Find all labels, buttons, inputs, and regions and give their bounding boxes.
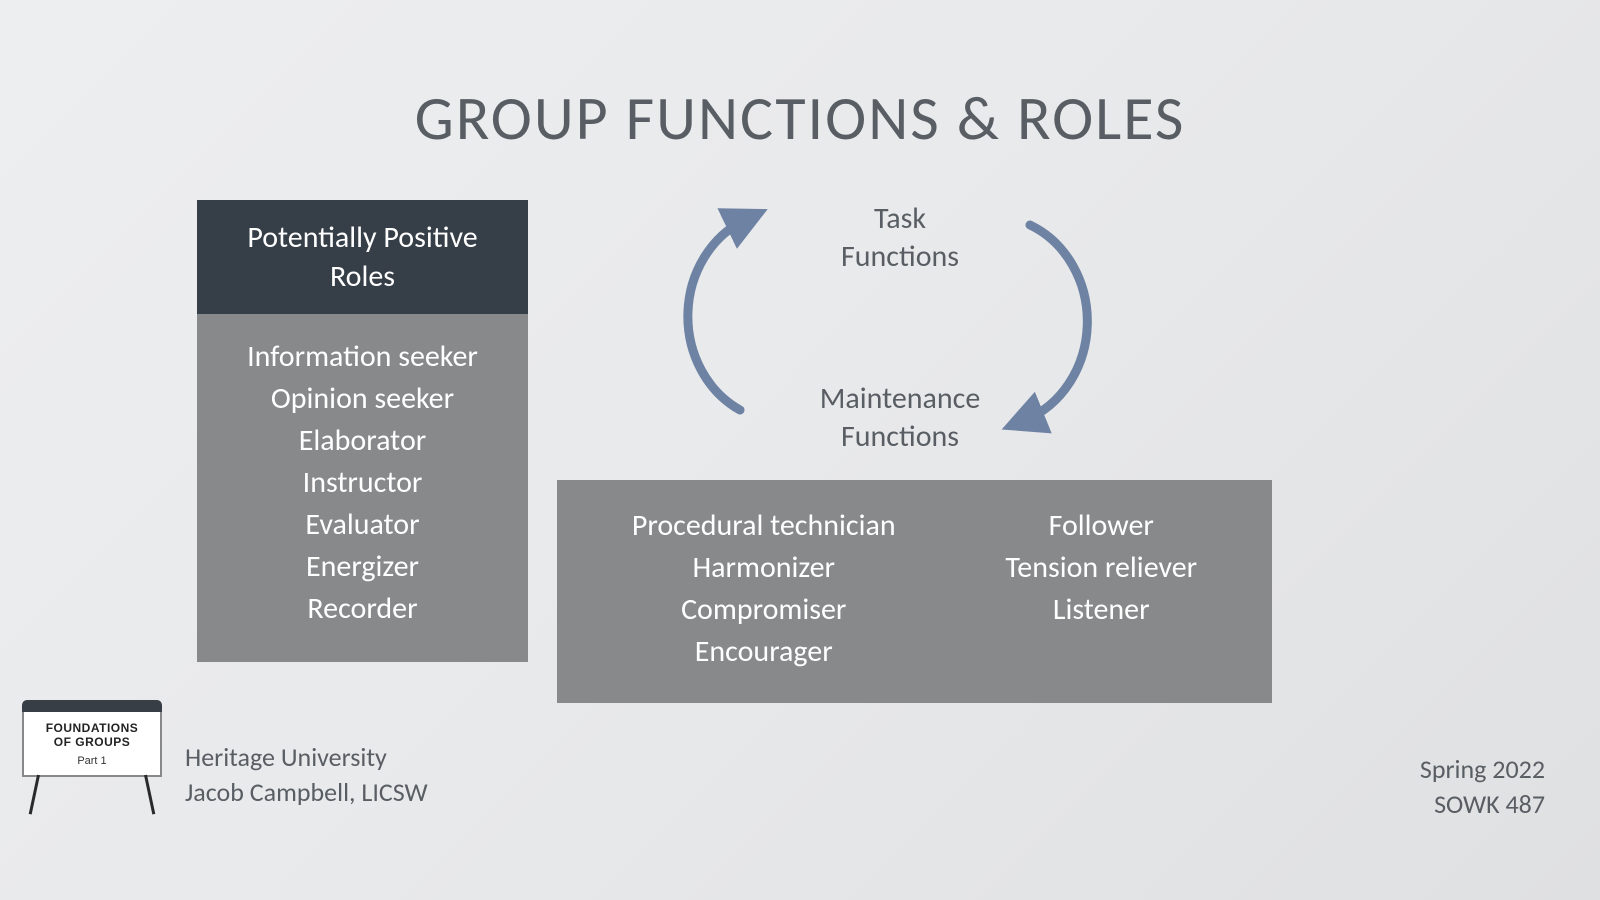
positive-roles-box: Potentially Positive Roles Information s… — [197, 200, 528, 662]
slide-title: GROUP FUNCTIONS & ROLES — [0, 80, 1600, 156]
task-functions-label: Task Functions — [790, 200, 1010, 275]
whiteboard-leg-left — [29, 774, 40, 814]
list-item: Tension reliever — [1005, 547, 1197, 589]
footer-right: Spring 2022 SOWK 487 — [1420, 752, 1545, 822]
functions-col-1: Procedural technician Harmonizer Comprom… — [632, 505, 896, 673]
whiteboard-title-line2: OF GROUPS — [54, 735, 131, 749]
list-item: Encourager — [632, 631, 896, 673]
whiteboard-title: FOUNDATIONS OF GROUPS — [28, 722, 156, 750]
footer-course: SOWK 487 — [1434, 788, 1545, 820]
positive-roles-header: Potentially Positive Roles — [197, 200, 528, 314]
list-item: Procedural technician — [632, 505, 896, 547]
whiteboard-bar — [22, 700, 162, 712]
list-item: Information seeker — [207, 336, 518, 378]
task-functions-line2: Functions — [841, 238, 959, 275]
list-item: Instructor — [207, 462, 518, 504]
list-item: Energizer — [207, 546, 518, 588]
whiteboard-legs — [22, 777, 162, 807]
list-item: Evaluator — [207, 504, 518, 546]
task-functions-line1: Task — [874, 200, 926, 237]
list-item: Elaborator — [207, 420, 518, 462]
list-item: Listener — [1005, 589, 1197, 631]
list-item: Opinion seeker — [207, 378, 518, 420]
footer-author: Jacob Campbell, LICSW — [185, 776, 428, 808]
list-item: Follower — [1005, 505, 1197, 547]
footer-term: Spring 2022 — [1420, 753, 1545, 785]
footer-left: Heritage University Jacob Campbell, LICS… — [185, 740, 428, 810]
whiteboard-body: FOUNDATIONS OF GROUPS Part 1 — [22, 712, 162, 777]
positive-roles-header-line2: Roles — [330, 258, 395, 295]
footer-university: Heritage University — [185, 741, 387, 773]
maintenance-functions-line2: Functions — [841, 418, 959, 455]
list-item: Recorder — [207, 588, 518, 630]
maintenance-functions-line1: Maintenance — [820, 380, 981, 417]
maintenance-functions-label: Maintenance Functions — [790, 380, 1010, 455]
functions-detail-box: Procedural technician Harmonizer Comprom… — [557, 480, 1272, 703]
functions-col-2: Follower Tension reliever Listener — [1005, 505, 1197, 673]
list-item: Compromiser — [632, 589, 896, 631]
positive-roles-header-line1: Potentially Positive — [247, 219, 477, 256]
positive-roles-list: Information seeker Opinion seeker Elabor… — [197, 314, 528, 662]
whiteboard-icon: FOUNDATIONS OF GROUPS Part 1 — [22, 700, 162, 807]
whiteboard-leg-right — [144, 774, 155, 814]
whiteboard-title-line1: FOUNDATIONS — [46, 721, 139, 735]
list-item: Harmonizer — [632, 547, 896, 589]
whiteboard-subtitle: Part 1 — [28, 755, 156, 767]
